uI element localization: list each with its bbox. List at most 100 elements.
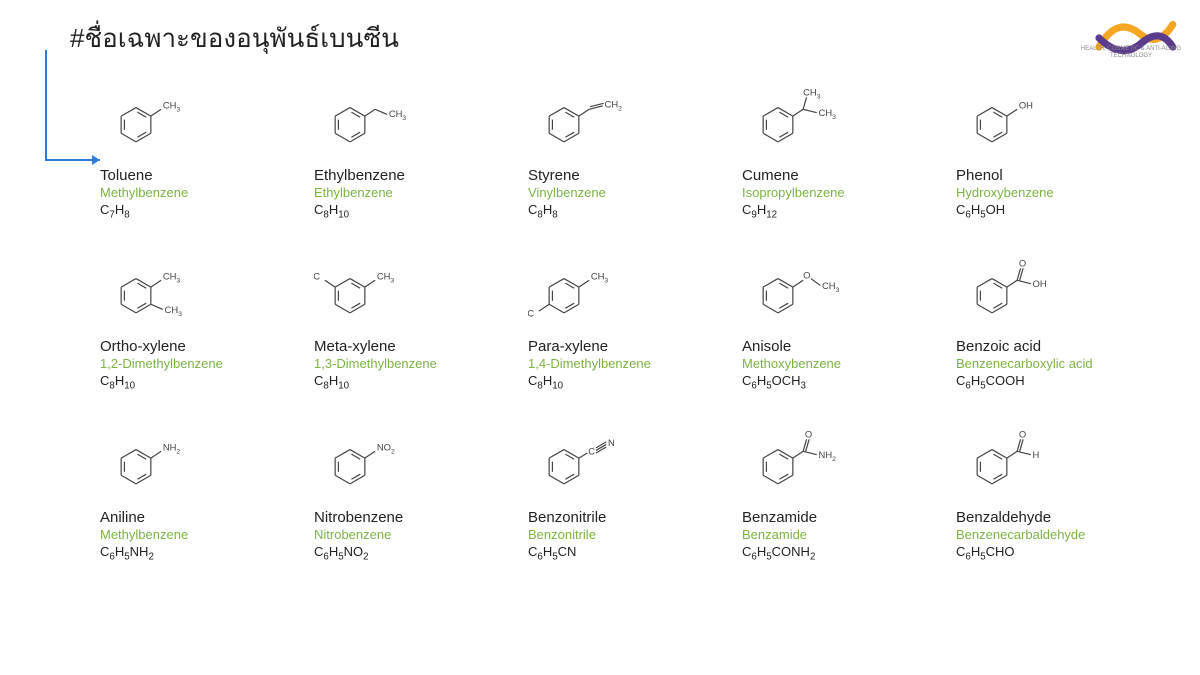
common-name: Benzaldehyde	[956, 509, 1160, 527]
common-name: Para-xylene	[528, 338, 732, 356]
structure-diagram: OH	[956, 75, 1076, 165]
svg-text:OH: OH	[1019, 99, 1033, 110]
iupac-name: 1,3-Dimethylbenzene	[314, 356, 518, 373]
iupac-name: 1,4-Dimethylbenzene	[528, 356, 732, 373]
molecular-formula: C7H8	[100, 202, 304, 222]
iupac-name: 1,2-Dimethylbenzene	[100, 356, 304, 373]
svg-text:CH3: CH3	[377, 271, 395, 285]
molecular-formula: C6H5NO2	[314, 544, 518, 564]
svg-text:NH2: NH2	[819, 449, 837, 463]
molecular-formula: C8H10	[314, 202, 518, 222]
compound-cell: CH3CH3 Ortho-xylene 1,2-Dimethylbenzene …	[100, 246, 304, 393]
compound-cell: CH3 H3C Meta-xylene 1,3-Dimethylbenzene C…	[314, 246, 518, 393]
svg-text:C: C	[588, 446, 595, 457]
iupac-name: Hydroxybenzene	[956, 185, 1160, 202]
molecular-formula: C6H5NH2	[100, 544, 304, 564]
common-name: Benzamide	[742, 509, 946, 527]
structure-diagram: CH3 H3C	[528, 246, 648, 336]
svg-text:CH3: CH3	[165, 304, 183, 318]
structure-diagram: CH2	[528, 75, 648, 165]
molecular-formula: C6H5CN	[528, 544, 732, 564]
svg-text:O: O	[1019, 429, 1026, 440]
compound-grid: CH3 Toluene Methylbenzene C7H8 CH3 Ethyl…	[100, 75, 1160, 564]
common-name: Anisole	[742, 338, 946, 356]
compound-cell: CH3 Toluene Methylbenzene C7H8	[100, 75, 304, 222]
iupac-name: Methylbenzene	[100, 527, 304, 544]
svg-text:OH: OH	[1033, 278, 1047, 289]
compound-cell: CH2 Styrene Vinylbenzene C8H8	[528, 75, 732, 222]
compound-cell: O NH2 Benzamide Benzamide C6H5CONH2	[742, 417, 946, 564]
compound-cell: O CH3 Anisole Methoxybenzene C6H5OCH3	[742, 246, 946, 393]
svg-text:CH3: CH3	[163, 271, 181, 285]
compound-cell: NO2 Nitrobenzene Nitrobenzene C6H5NO2	[314, 417, 518, 564]
common-name: Nitrobenzene	[314, 509, 518, 527]
svg-text:H: H	[1033, 449, 1040, 460]
structure-diagram: O CH3	[742, 246, 862, 336]
common-name: Ethylbenzene	[314, 167, 518, 185]
structure-diagram: OH	[956, 417, 1076, 507]
iupac-name: Vinylbenzene	[528, 185, 732, 202]
structure-diagram: CH3CH3	[742, 75, 862, 165]
molecular-formula: C8H10	[528, 373, 732, 393]
compound-cell: NH2 Aniline Methylbenzene C6H5NH2	[100, 417, 304, 564]
molecular-formula: C6H5CHO	[956, 544, 1160, 564]
brand-caption: HEALTH, COSMETIC & ANTI-AGING TECHNOLOGY	[1076, 46, 1186, 59]
svg-text:CH3: CH3	[163, 99, 181, 113]
structure-diagram: NH2	[100, 417, 220, 507]
structure-diagram: O OH	[956, 246, 1076, 336]
iupac-name: Ethylbenzene	[314, 185, 518, 202]
molecular-formula: C6H5OH	[956, 202, 1160, 222]
compound-cell: CH3 H3C Para-xylene 1,4-Dimethylbenzene C…	[528, 246, 732, 393]
compound-cell: OOH Benzoic acid Benzenecarboxylic acid …	[956, 246, 1160, 393]
structure-diagram: CH3	[100, 75, 220, 165]
molecular-formula: C6H5CONH2	[742, 544, 946, 564]
svg-text:CH3: CH3	[819, 107, 837, 121]
iupac-name: Benzenecarboxylic acid	[956, 356, 1160, 373]
svg-text:H3C: H3C	[314, 271, 320, 285]
molecular-formula: C9H12	[742, 202, 946, 222]
common-name: Meta-xylene	[314, 338, 518, 356]
iupac-name: Methylbenzene	[100, 185, 304, 202]
common-name: Styrene	[528, 167, 732, 185]
svg-text:O: O	[1019, 258, 1026, 269]
common-name: Ortho-xylene	[100, 338, 304, 356]
compound-cell: CH3 Ethylbenzene Ethylbenzene C8H10	[314, 75, 518, 222]
compound-cell: CH3CH3 Cumene Isopropylbenzene C9H12	[742, 75, 946, 222]
common-name: Phenol	[956, 167, 1160, 185]
common-name: Benzonitrile	[528, 509, 732, 527]
iupac-name: Benzamide	[742, 527, 946, 544]
iupac-name: Nitrobenzene	[314, 527, 518, 544]
compound-cell: CN Benzonitrile Benzonitrile C6H5CN	[528, 417, 732, 564]
molecular-formula: C8H10	[314, 373, 518, 393]
structure-diagram: CH3 CH3	[100, 246, 220, 336]
compound-cell: OH Benzaldehyde Benzenecarbaldehyde C6H5…	[956, 417, 1160, 564]
common-name: Benzoic acid	[956, 338, 1160, 356]
iupac-name: Benzonitrile	[528, 527, 732, 544]
structure-diagram: CH3 H3C	[314, 246, 434, 336]
common-name: Aniline	[100, 509, 304, 527]
molecular-formula: C6H5OCH3	[742, 373, 946, 393]
svg-text:O: O	[803, 270, 810, 281]
structure-diagram: NO2	[314, 417, 434, 507]
structure-diagram: CN	[528, 417, 648, 507]
common-name: Toluene	[100, 167, 304, 185]
svg-text:N: N	[608, 437, 615, 448]
structure-diagram: O NH2	[742, 417, 862, 507]
svg-text:CH3: CH3	[591, 271, 609, 285]
compound-cell: OH Phenol Hydroxybenzene C6H5OH	[956, 75, 1160, 222]
svg-text:NO2: NO2	[377, 442, 395, 456]
svg-text:CH3: CH3	[822, 280, 840, 294]
svg-text:H3C: H3C	[528, 307, 534, 321]
svg-text:CH2: CH2	[605, 99, 623, 113]
molecular-formula: C6H5COOH	[956, 373, 1160, 393]
iupac-name: Methoxybenzene	[742, 356, 946, 373]
svg-text:O: O	[805, 429, 812, 440]
iupac-name: Isopropylbenzene	[742, 185, 946, 202]
svg-text:NH2: NH2	[163, 442, 181, 456]
molecular-formula: C8H10	[100, 373, 304, 393]
structure-diagram: CH3	[314, 75, 434, 165]
common-name: Cumene	[742, 167, 946, 185]
iupac-name: Benzenecarbaldehyde	[956, 527, 1160, 544]
svg-text:CH3: CH3	[389, 108, 407, 122]
page-title: #ชื่อเฉพาะของอนุพันธ์เบนซีน	[70, 18, 399, 59]
